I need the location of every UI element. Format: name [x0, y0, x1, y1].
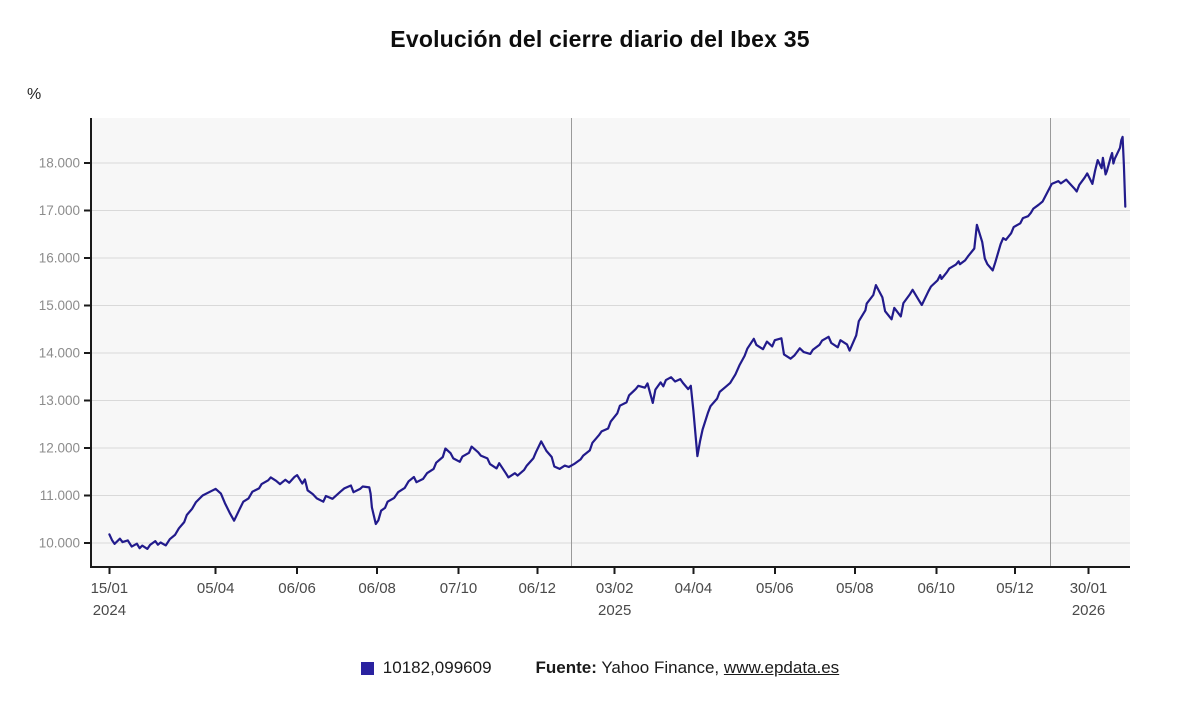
source-text: Yahoo Finance, [596, 658, 724, 677]
chart-title: Evolución del cierre diario del Ibex 35 [390, 26, 810, 52]
epdata-link[interactable]: www.epdata.es [723, 658, 840, 677]
x-tick-label: 05/06 [756, 580, 794, 597]
price-line [108, 135, 1127, 550]
y-tick-label: 11.000 [40, 488, 80, 503]
x-tick-label: 05/08 [836, 580, 874, 597]
x-tick-label: 07/10 [440, 580, 478, 597]
legend-marker-icon [360, 661, 374, 675]
x-tick-year-label: 2025 [598, 602, 631, 619]
x-tick-label: 15/01 [91, 580, 129, 597]
x-tick-label: 03/02 [596, 580, 634, 597]
chart-footer: 10182,099609 Fuente: Yahoo Finance, www.… [0, 658, 1200, 678]
source-label: Fuente: [535, 658, 597, 677]
x-tick-label: 05/12 [996, 580, 1034, 597]
x-tick-year-label: 2024 [93, 602, 126, 619]
legend-value: 10182,099609 [382, 658, 492, 677]
x-tick-year-label: 2026 [1072, 602, 1105, 619]
line-chart: 10.000 11.000 12.000 13.000 14.000 15.000 16.0… [39, 118, 1130, 619]
y-tick-label: 14.000 [39, 346, 80, 361]
plot-background [91, 118, 1130, 567]
x-tick-label: 06/12 [518, 580, 556, 597]
y-tick-label: 12.000 [39, 441, 80, 456]
legend-item[interactable]: 10182,099609 [360, 658, 492, 678]
x-tick-label: 06/08 [358, 580, 396, 597]
x-tick-label: 04/04 [675, 580, 713, 597]
y-axis-unit-label: % [27, 86, 42, 103]
x-tick-label: 30/01 [1070, 580, 1108, 597]
y-tick-label: 16.000 [39, 251, 80, 266]
y-tick-label: 15.000 [39, 298, 80, 313]
y-tick-label: 18.000 [39, 156, 80, 171]
y-tick-label: 17.000 [39, 203, 80, 218]
x-tick-label: 05/04 [197, 580, 235, 597]
x-tick-label: 06/06 [278, 580, 316, 597]
y-tick-label: 10.000 [39, 536, 80, 551]
source-note: Fuente: Yahoo Finance, www.epdata.es [536, 658, 840, 678]
x-tick-label: 06/10 [917, 580, 955, 597]
y-tick-label: 13.000 [39, 393, 80, 408]
